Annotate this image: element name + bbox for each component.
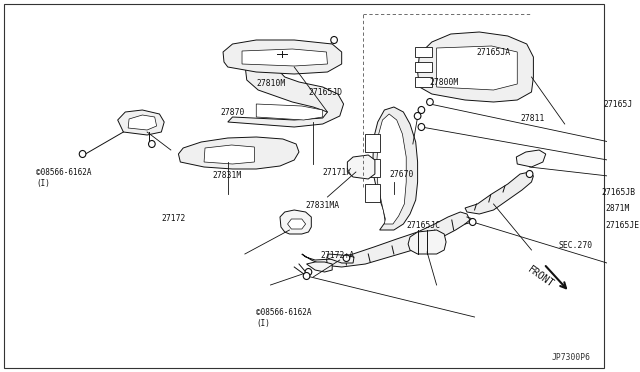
Text: 27165JB: 27165JB	[602, 187, 636, 196]
Text: ©08566-6162A
(I): ©08566-6162A (I)	[36, 168, 92, 188]
Text: SEC.270: SEC.270	[558, 241, 592, 250]
Polygon shape	[415, 62, 432, 72]
Text: 27171X: 27171X	[323, 167, 352, 176]
Text: 27870: 27870	[220, 108, 244, 116]
Polygon shape	[128, 115, 157, 130]
Circle shape	[303, 273, 310, 279]
Text: 27165JA: 27165JA	[476, 48, 511, 57]
Polygon shape	[365, 159, 380, 177]
Circle shape	[414, 112, 421, 119]
Text: 27172+A: 27172+A	[321, 251, 355, 260]
Text: 27165J: 27165J	[604, 99, 633, 109]
Circle shape	[331, 36, 337, 44]
Polygon shape	[228, 52, 344, 127]
Text: 27831M: 27831M	[212, 170, 242, 180]
Text: JP7300P6: JP7300P6	[551, 353, 590, 362]
Polygon shape	[204, 145, 254, 164]
Polygon shape	[287, 219, 306, 229]
Polygon shape	[415, 47, 432, 57]
Circle shape	[148, 141, 155, 148]
Polygon shape	[302, 212, 470, 267]
Polygon shape	[328, 254, 354, 263]
Polygon shape	[415, 77, 432, 87]
Text: 27172: 27172	[161, 214, 186, 222]
Circle shape	[305, 269, 312, 276]
Polygon shape	[465, 172, 533, 214]
Polygon shape	[516, 150, 546, 167]
Text: 27800M: 27800M	[429, 77, 458, 87]
Polygon shape	[348, 155, 375, 179]
Circle shape	[343, 254, 349, 262]
Polygon shape	[307, 262, 332, 272]
Circle shape	[526, 170, 533, 177]
Polygon shape	[118, 110, 164, 135]
Circle shape	[79, 151, 86, 157]
Circle shape	[427, 99, 433, 106]
Text: 27811: 27811	[520, 113, 545, 122]
Polygon shape	[377, 114, 406, 224]
Polygon shape	[418, 32, 533, 102]
Polygon shape	[436, 46, 517, 90]
Text: 27810M: 27810M	[256, 78, 285, 87]
Text: 27165JE: 27165JE	[605, 221, 639, 230]
Polygon shape	[223, 40, 342, 74]
Text: 27165JD: 27165JD	[308, 87, 342, 96]
Polygon shape	[242, 49, 328, 66]
Text: 27670: 27670	[389, 170, 413, 179]
Polygon shape	[408, 230, 446, 254]
Polygon shape	[280, 210, 311, 234]
Text: FRONT: FRONT	[526, 264, 556, 289]
Polygon shape	[365, 184, 380, 202]
Text: 27831MA: 27831MA	[306, 201, 340, 209]
Polygon shape	[256, 104, 323, 120]
Circle shape	[469, 218, 476, 225]
Text: 27165JC: 27165JC	[406, 221, 440, 230]
Text: 2871M: 2871M	[605, 203, 630, 212]
Text: ©08566-6162A
(I): ©08566-6162A (I)	[256, 308, 312, 328]
Polygon shape	[373, 107, 418, 230]
Polygon shape	[179, 137, 299, 169]
Circle shape	[418, 124, 425, 131]
Polygon shape	[365, 134, 380, 152]
Circle shape	[418, 106, 425, 113]
